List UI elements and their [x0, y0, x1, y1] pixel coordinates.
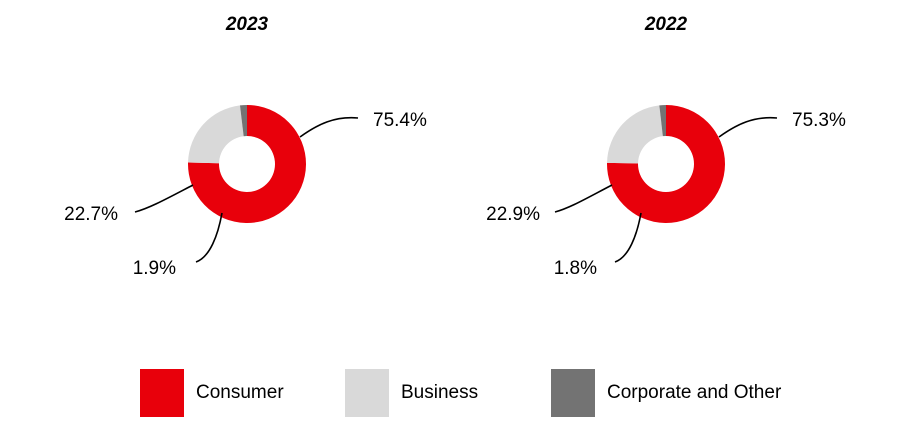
legend-swatch-business: [345, 369, 389, 417]
legend-item-corporate-and-other: Corporate and Other: [551, 369, 781, 417]
donut-slice-2023-consumer: [188, 105, 306, 224]
leader-line-2022-business: [554, 184, 613, 213]
data-label-2022-consumer: 75.3%: [792, 110, 846, 131]
chart-title-2023: 2023: [225, 14, 269, 35]
data-label-2023-business: 22.7%: [64, 204, 118, 225]
legend-label-corporate-and-other: Corporate and Other: [607, 382, 782, 403]
data-label-2023-consumer: 75.4%: [373, 110, 427, 131]
donut-slice-2022-consumer: [607, 105, 726, 224]
legend-swatch-corporate-and-other: [551, 369, 595, 417]
leader-line-2022-corporate-and-other: [614, 212, 642, 263]
legend: Consumer Business Corporate and Other: [0, 369, 897, 419]
donut-slice-2023-corporate-and-other: [239, 105, 247, 137]
data-label-2023-corporate-and-other: 1.9%: [133, 258, 176, 279]
donut-slice-2022-business: [607, 105, 663, 164]
leader-line-2023-business: [134, 184, 194, 213]
legend-item-business: Business: [345, 369, 478, 417]
legend-label-consumer: Consumer: [196, 382, 284, 403]
leader-line-2023-consumer: [299, 116, 359, 138]
legend-swatch-consumer: [140, 369, 184, 417]
chart-title-2022: 2022: [644, 14, 688, 35]
donut-slice-2022-corporate-and-other: [659, 105, 666, 137]
legend-label-business: Business: [401, 382, 479, 403]
data-label-2022-corporate-and-other: 1.8%: [554, 258, 597, 279]
leader-line-2022-consumer: [718, 116, 778, 138]
data-label-2022-business: 22.9%: [486, 204, 540, 225]
donut-slice-2023-business: [188, 105, 244, 164]
legend-item-consumer: Consumer: [140, 369, 284, 417]
leader-line-2023-corporate-and-other: [195, 212, 223, 263]
